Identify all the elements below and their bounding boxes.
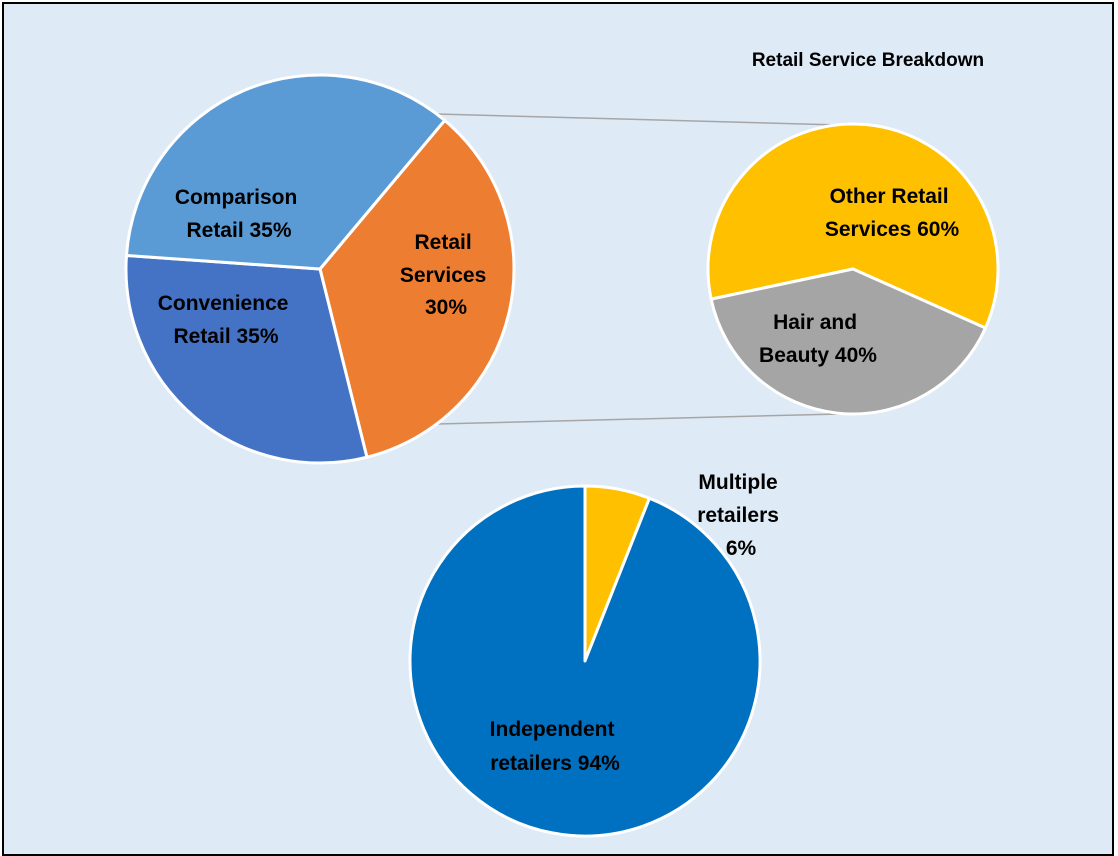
pie-slice-comparison-retail — [318, 118, 516, 459]
breakdown-chart-title: Retail Service Breakdown — [752, 50, 984, 71]
slice-label-other-retail-services: Other Retail Services 60% — [825, 185, 960, 241]
pie-slice-convenience-retail — [124, 73, 447, 271]
pie-slice-retail-services — [124, 253, 369, 465]
retailer-type-pie — [408, 484, 762, 838]
pie-slice-independent-retailers — [408, 484, 762, 838]
connector-line-bottom — [436, 413, 841, 425]
breakdown-connectors — [436, 113, 841, 425]
slice-label-retail-services: Retail Services 30% — [400, 231, 492, 319]
pie-slice-other-retail-services — [706, 122, 1000, 330]
pie-slice-hair-and-beauty — [709, 267, 987, 416]
slice-label-multiple-retailers: Multiple retailers 6% — [697, 471, 785, 560]
slice-label-convenience-retail: Convenience Retail 35% — [158, 292, 295, 348]
retail-service-breakdown-pie — [706, 122, 1000, 416]
slice-label-comparison-retail: Comparison Retail 35% — [175, 186, 303, 242]
slice-label-independent-retailers: Independent retailers 94% — [490, 718, 621, 775]
slice-label-hair-and-beauty: Hair and Beauty 40% — [759, 311, 877, 367]
connector-line-top — [436, 113, 841, 126]
retail-category-pie — [124, 73, 516, 465]
